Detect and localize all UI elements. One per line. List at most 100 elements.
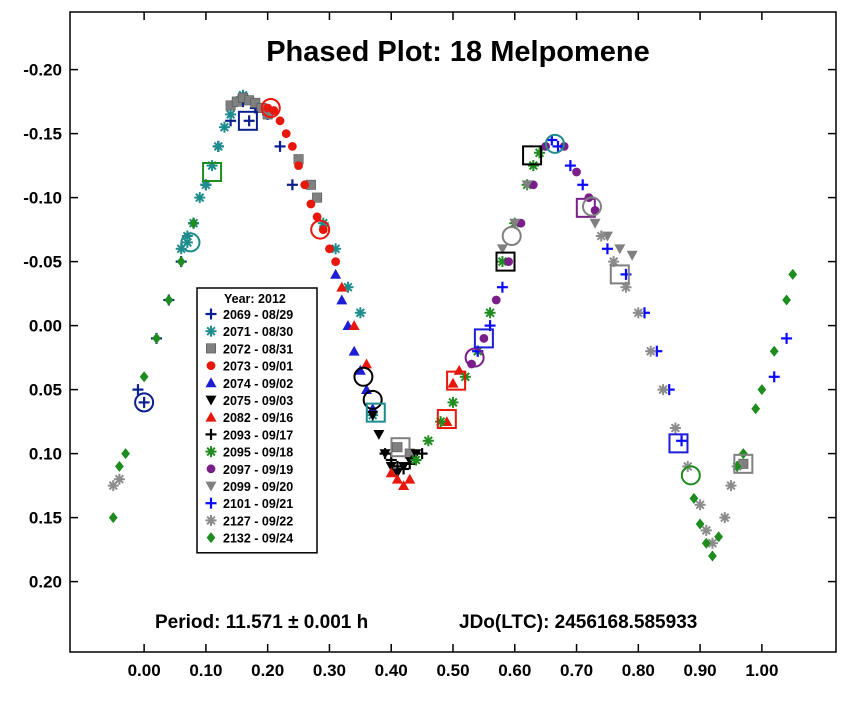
- x-tick-label: 0.40: [375, 661, 408, 680]
- open-square-marker: [733, 453, 754, 474]
- data-point: [719, 512, 731, 524]
- data-point: [714, 531, 724, 543]
- data-point: [572, 167, 581, 177]
- data-point: [300, 180, 310, 190]
- data-point: [132, 384, 144, 396]
- open-square-marker: [446, 370, 467, 391]
- open-square-marker: [473, 328, 494, 349]
- legend-marker: [205, 308, 217, 320]
- data-point: [422, 435, 434, 447]
- data-point: [243, 115, 255, 127]
- open-square-marker: [668, 433, 689, 454]
- data-point: [484, 307, 496, 319]
- data-point: [669, 422, 681, 434]
- data-point: [751, 403, 761, 415]
- series-2073-09/01: [263, 103, 341, 266]
- legend-marker: [205, 446, 217, 458]
- data-point: [269, 106, 279, 115]
- data-point: [354, 307, 366, 319]
- data-point: [725, 480, 737, 492]
- data-point: [564, 160, 576, 172]
- data-point: [589, 218, 601, 229]
- legend-box: [196, 287, 318, 554]
- data-point: [496, 256, 508, 268]
- open-circle-marker: [353, 366, 374, 387]
- series-2132-09/24: [108, 217, 798, 562]
- legend-label: 2093 - 09/17: [223, 428, 293, 442]
- open-square-marker: [436, 409, 457, 430]
- x-tick-label: 0.10: [189, 661, 222, 680]
- legend-marker: [205, 428, 217, 440]
- chart-title: Phased Plot: 18 Melpomene: [266, 36, 650, 68]
- x-tick-label: 0.30: [313, 661, 346, 680]
- y-tick-label: -0.20: [23, 61, 62, 80]
- x-tick-label: 0.00: [128, 661, 161, 680]
- legend-label: 2132 - 09/24: [223, 532, 293, 546]
- data-point: [392, 442, 403, 453]
- legend-marker: [205, 395, 217, 406]
- data-point: [336, 294, 348, 305]
- data-point: [398, 463, 410, 475]
- x-tick-label: 1.00: [745, 661, 778, 680]
- data-point: [138, 396, 150, 408]
- data-point: [447, 396, 459, 408]
- data-point: [330, 268, 342, 279]
- data-point: [410, 449, 422, 460]
- data-point: [552, 140, 564, 152]
- data-point: [294, 161, 303, 171]
- data-point: [410, 454, 422, 466]
- x-tick-label: 0.60: [498, 661, 531, 680]
- y-tick-label: -0.10: [23, 189, 62, 208]
- data-point: [479, 334, 489, 343]
- legend-marker: [205, 411, 217, 422]
- legend-title: Year: 2012: [224, 292, 286, 306]
- data-point: [404, 473, 416, 484]
- data-point: [391, 468, 403, 479]
- data-point: [212, 140, 224, 152]
- data-point: [788, 268, 798, 280]
- y-tick-label: 0.05: [29, 381, 62, 400]
- legend-label: 2101 - 09/21: [223, 497, 293, 511]
- data-point: [115, 460, 124, 472]
- data-point: [354, 364, 366, 375]
- data-point: [189, 217, 198, 229]
- y-tick-label: 0.15: [29, 509, 62, 528]
- open-circle-marker: [310, 219, 331, 240]
- data-point: [757, 384, 767, 396]
- data-point: [121, 448, 130, 460]
- open-square-marker: [495, 251, 516, 272]
- legend-label: 2099 - 09/20: [223, 480, 293, 494]
- x-tick-label: 0.20: [251, 661, 284, 680]
- open-circle-marker: [180, 232, 201, 253]
- data-point: [626, 250, 638, 261]
- data-point: [657, 384, 669, 396]
- legend-marker: [205, 377, 217, 388]
- series-2099-09/20: [496, 180, 638, 261]
- data-point: [781, 332, 793, 344]
- data-point: [521, 180, 533, 191]
- legend-marker: [206, 464, 216, 474]
- period-annotation: Period: 11.571 ± 0.001 h: [155, 612, 368, 633]
- legend-marker: [205, 514, 217, 526]
- data-point: [379, 448, 391, 460]
- data-point: [348, 320, 360, 330]
- y-tick-label: 0.20: [29, 573, 62, 592]
- data-point: [398, 480, 410, 490]
- data-point: [250, 97, 261, 108]
- legend-marker: [205, 481, 217, 492]
- data-point: [275, 116, 285, 126]
- data-point: [367, 410, 379, 421]
- y-tick-label: 0.00: [29, 317, 62, 336]
- data-point: [769, 345, 779, 357]
- open-circle-marker: [260, 98, 281, 118]
- data-point: [601, 243, 613, 255]
- x-tick-label: 0.90: [684, 661, 717, 680]
- legend-label: 2072 - 08/31: [223, 342, 293, 356]
- legend-label: 2075 - 09/03: [223, 394, 293, 408]
- highlighted-markers: [134, 98, 754, 486]
- data-point: [312, 192, 323, 203]
- open-square-marker: [390, 437, 411, 458]
- data-point: [176, 256, 186, 268]
- data-point: [504, 257, 513, 266]
- data-point: [601, 231, 613, 242]
